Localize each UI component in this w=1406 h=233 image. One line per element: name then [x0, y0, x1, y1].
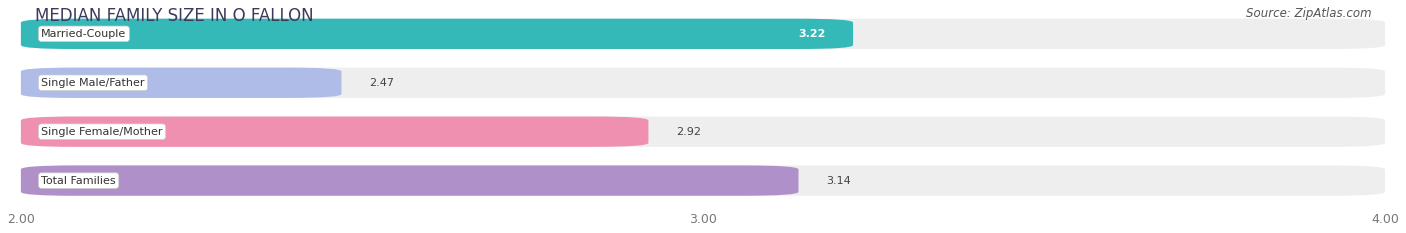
FancyBboxPatch shape	[21, 165, 1385, 196]
FancyBboxPatch shape	[21, 116, 648, 147]
FancyBboxPatch shape	[21, 68, 1385, 98]
Text: 3.14: 3.14	[825, 176, 851, 186]
Text: Married-Couple: Married-Couple	[41, 29, 127, 39]
FancyBboxPatch shape	[21, 165, 799, 196]
Text: Single Male/Father: Single Male/Father	[41, 78, 145, 88]
FancyBboxPatch shape	[21, 116, 1385, 147]
Text: 2.47: 2.47	[368, 78, 394, 88]
Text: Total Families: Total Families	[41, 176, 115, 186]
Text: MEDIAN FAMILY SIZE IN O FALLON: MEDIAN FAMILY SIZE IN O FALLON	[35, 7, 314, 25]
Text: Source: ZipAtlas.com: Source: ZipAtlas.com	[1246, 7, 1371, 20]
FancyBboxPatch shape	[21, 68, 342, 98]
Text: 3.22: 3.22	[799, 29, 825, 39]
Text: 2.92: 2.92	[676, 127, 700, 137]
FancyBboxPatch shape	[21, 19, 1385, 49]
FancyBboxPatch shape	[21, 19, 853, 49]
Text: Single Female/Mother: Single Female/Mother	[41, 127, 163, 137]
